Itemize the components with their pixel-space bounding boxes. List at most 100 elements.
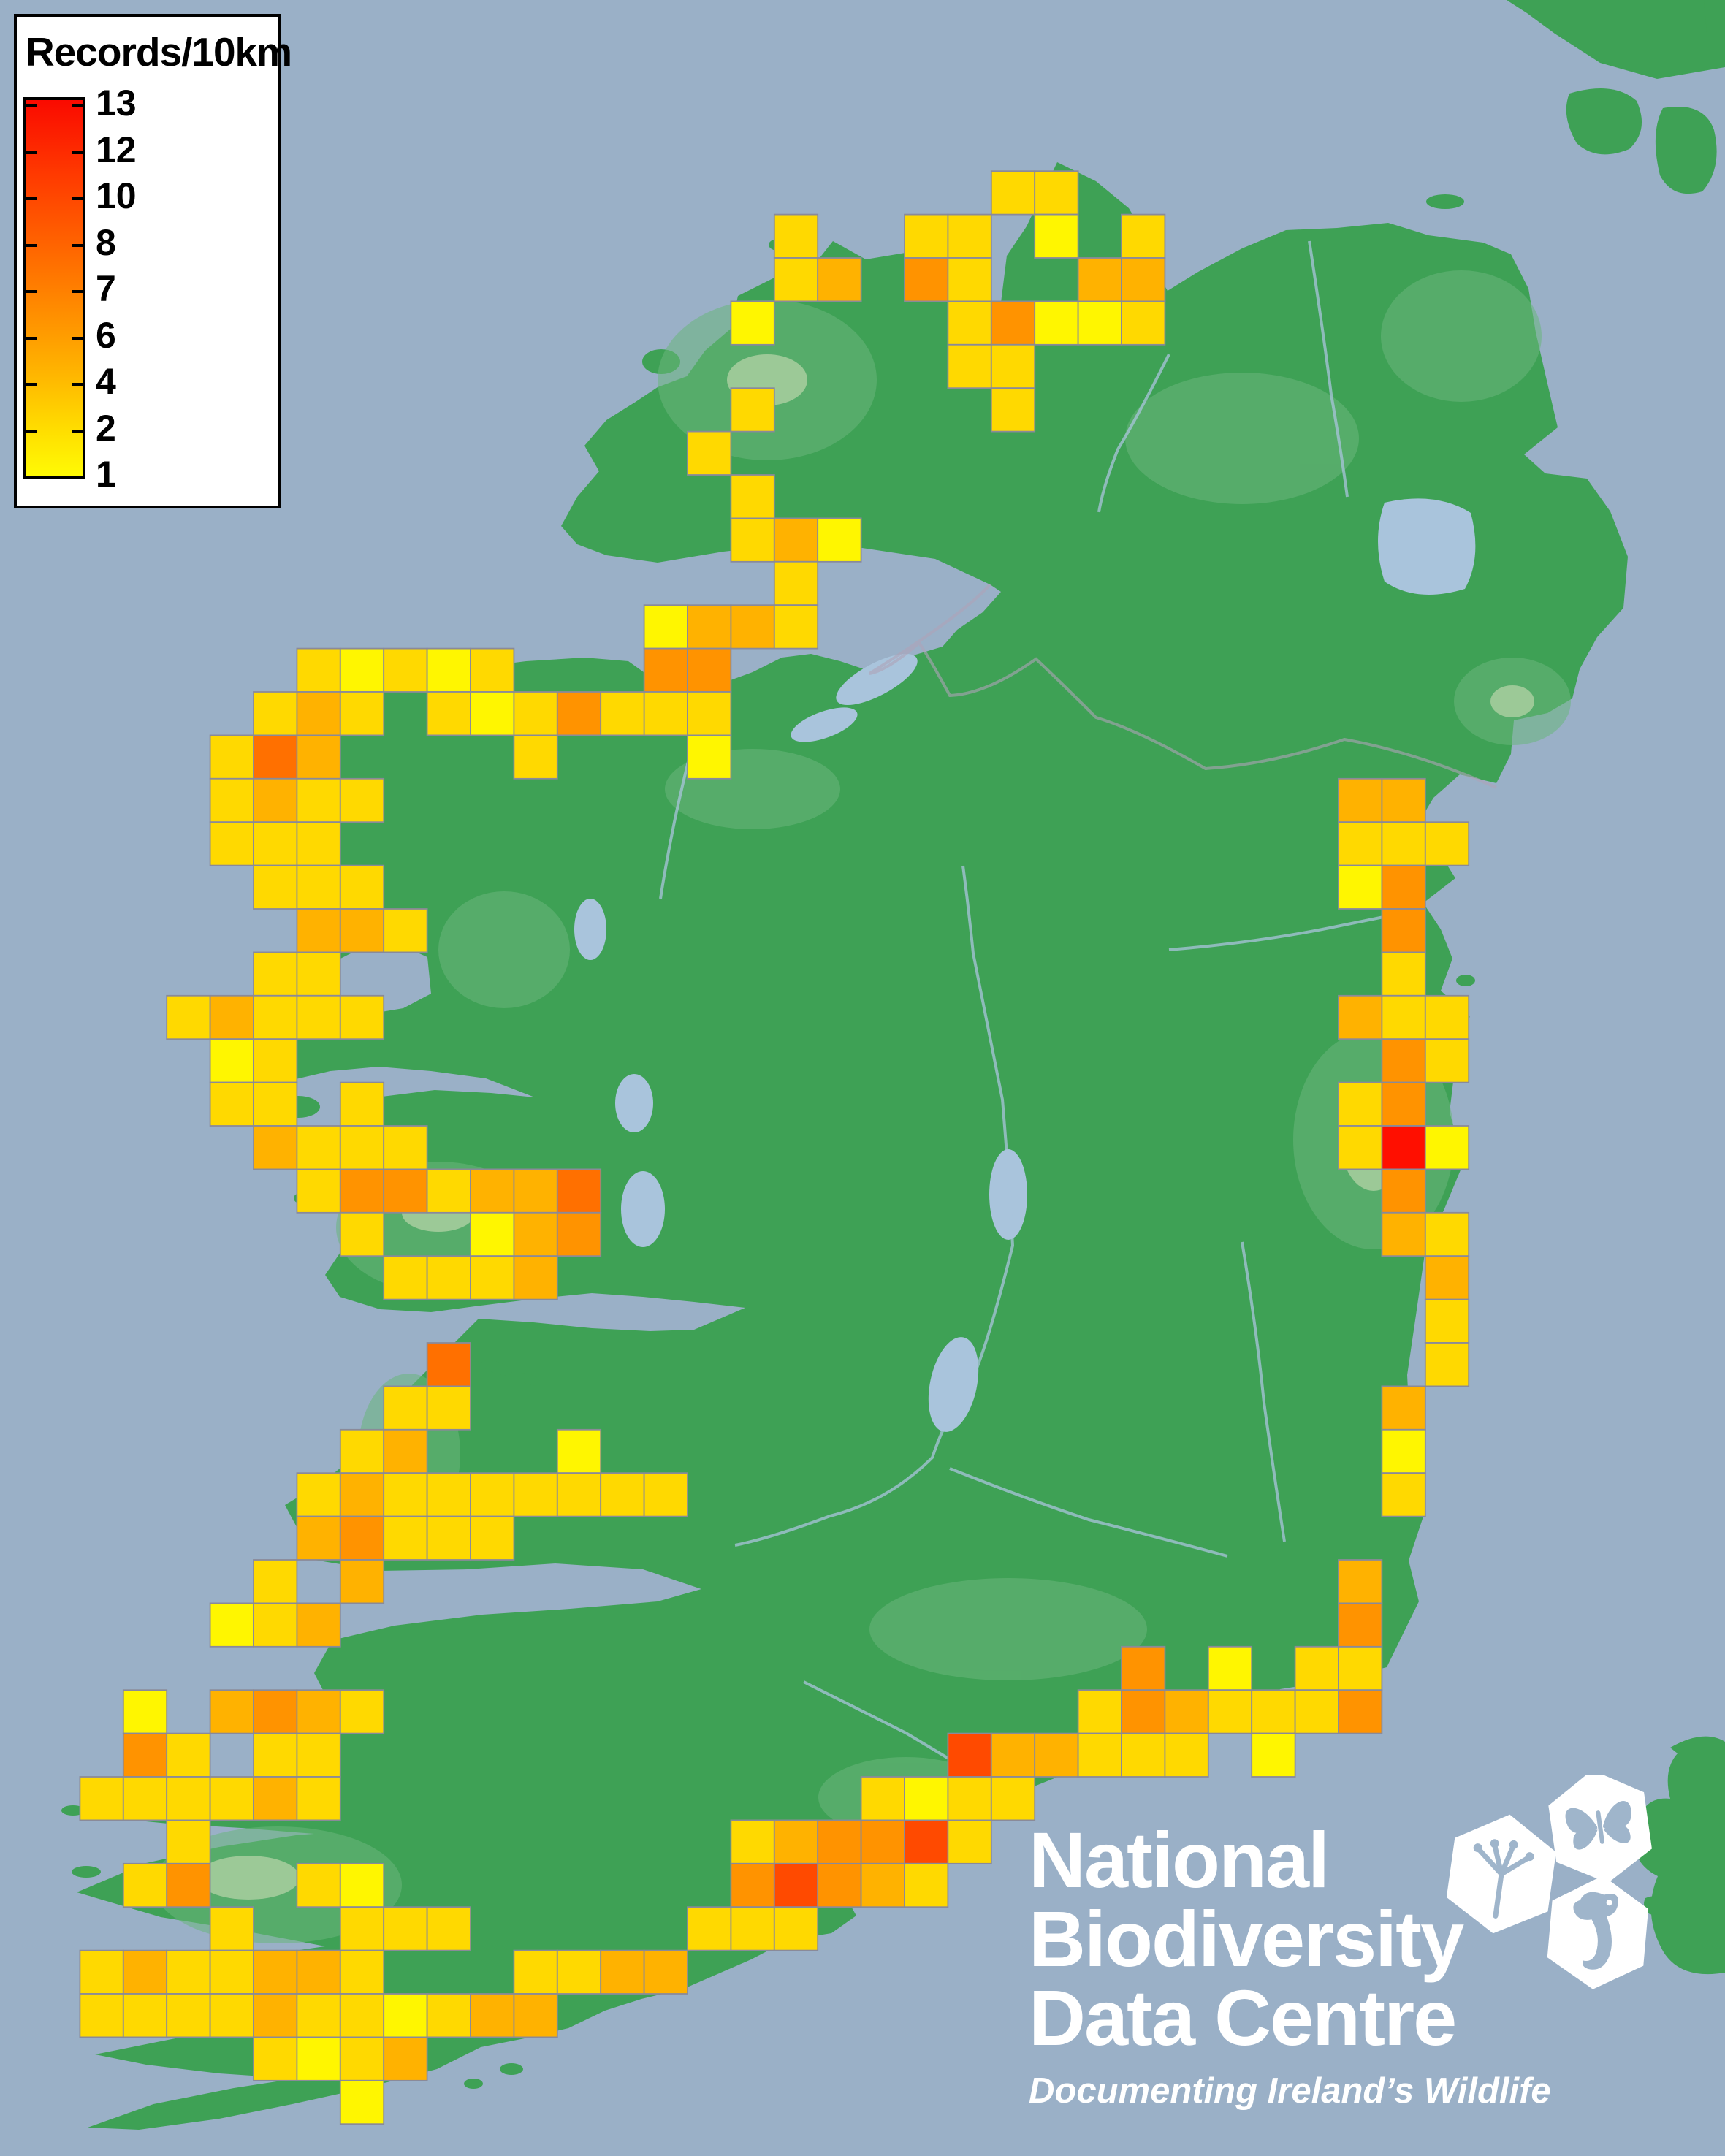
grid-cell[interactable] (1338, 1689, 1383, 1734)
grid-cell[interactable] (1077, 300, 1122, 346)
grid-cell[interactable] (513, 734, 558, 780)
grid-cell[interactable] (253, 2036, 298, 2081)
grid-cell[interactable] (990, 1732, 1036, 1778)
grid-cell[interactable] (122, 1862, 168, 1908)
grid-cell[interactable] (296, 734, 341, 780)
grid-cell[interactable] (296, 777, 341, 823)
grid-cell[interactable] (296, 951, 341, 997)
grid-cell[interactable] (209, 777, 254, 823)
grid-cell[interactable] (730, 1819, 775, 1864)
grid-cell[interactable] (209, 1906, 254, 1951)
grid-cell[interactable] (339, 1168, 385, 1214)
grid-cell[interactable] (643, 1472, 688, 1517)
grid-cell[interactable] (1338, 864, 1383, 910)
grid-cell[interactable] (773, 604, 819, 650)
grid-cell[interactable] (1034, 1732, 1079, 1778)
grid-cell[interactable] (79, 1949, 124, 1995)
grid-cell[interactable] (296, 1949, 341, 1995)
grid-cell[interactable] (1077, 1689, 1122, 1734)
grid-cell[interactable] (1381, 864, 1426, 910)
grid-cell[interactable] (296, 1862, 341, 1908)
grid-cell[interactable] (122, 1732, 168, 1778)
grid-cell[interactable] (860, 1862, 905, 1908)
grid-cell[interactable] (730, 517, 775, 563)
grid-cell[interactable] (426, 1515, 471, 1561)
grid-cell[interactable] (1381, 1038, 1426, 1083)
grid-cell[interactable] (1121, 213, 1166, 259)
grid-cell[interactable] (773, 213, 819, 259)
grid-cell[interactable] (1338, 1559, 1383, 1604)
grid-cell[interactable] (904, 213, 949, 259)
grid-cell[interactable] (556, 1168, 602, 1214)
grid-cell[interactable] (730, 1906, 775, 1951)
grid-cell[interactable] (470, 1472, 515, 1517)
grid-cell[interactable] (339, 864, 385, 910)
grid-cell[interactable] (426, 1342, 471, 1387)
grid-cell[interactable] (817, 257, 862, 302)
grid-cell[interactable] (296, 994, 341, 1040)
grid-cell[interactable] (1338, 1081, 1383, 1127)
grid-cell[interactable] (643, 604, 688, 650)
grid-cell[interactable] (947, 1776, 992, 1821)
grid-cell[interactable] (426, 1906, 471, 1951)
grid-cell[interactable] (122, 1993, 168, 2038)
grid-cell[interactable] (556, 691, 602, 736)
grid-cell[interactable] (1381, 1125, 1426, 1170)
grid-cell[interactable] (339, 691, 385, 736)
grid-cell[interactable] (513, 1472, 558, 1517)
grid-cell[interactable] (1424, 1211, 1470, 1257)
grid-cell[interactable] (1077, 257, 1122, 302)
grid-cell[interactable] (296, 1515, 341, 1561)
grid-cell[interactable] (339, 1211, 385, 1257)
grid-cell[interactable] (253, 734, 298, 780)
grid-cell[interactable] (1164, 1689, 1209, 1734)
grid-cell[interactable] (426, 1993, 471, 2038)
grid-cell[interactable] (296, 1689, 341, 1734)
grid-cell[interactable] (773, 257, 819, 302)
grid-cell[interactable] (426, 1472, 471, 1517)
grid-cell[interactable] (253, 1602, 298, 1648)
grid-cell[interactable] (383, 1168, 428, 1214)
grid-cell[interactable] (947, 1819, 992, 1864)
grid-cell[interactable] (1424, 1298, 1470, 1344)
grid-cell[interactable] (166, 1732, 211, 1778)
grid-cell[interactable] (470, 1255, 515, 1300)
grid-cell[interactable] (730, 604, 775, 650)
grid-cell[interactable] (947, 213, 992, 259)
grid-cell[interactable] (773, 1906, 819, 1951)
grid-cell[interactable] (556, 1211, 602, 1257)
grid-cell[interactable] (1077, 1732, 1122, 1778)
grid-cell[interactable] (296, 647, 341, 693)
grid-cell[interactable] (209, 1776, 254, 1821)
grid-cell[interactable] (1207, 1645, 1253, 1691)
grid-cell[interactable] (1121, 257, 1166, 302)
grid-cell[interactable] (209, 1602, 254, 1648)
grid-cell[interactable] (773, 560, 819, 606)
grid-cell[interactable] (687, 647, 732, 693)
grid-cell[interactable] (947, 257, 992, 302)
grid-cell[interactable] (253, 1732, 298, 1778)
grid-cell[interactable] (209, 821, 254, 866)
grid-cell[interactable] (253, 1949, 298, 1995)
grid-cell[interactable] (339, 1081, 385, 1127)
grid-cell[interactable] (556, 1949, 602, 1995)
grid-cell[interactable] (947, 300, 992, 346)
grid-cell[interactable] (253, 821, 298, 866)
grid-cell[interactable] (339, 2036, 385, 2081)
grid-cell[interactable] (253, 864, 298, 910)
grid-cell[interactable] (339, 1689, 385, 1734)
grid-cell[interactable] (773, 1819, 819, 1864)
grid-cell[interactable] (1034, 300, 1079, 346)
grid-cell[interactable] (1338, 821, 1383, 866)
grid-cell[interactable] (166, 1862, 211, 1908)
grid-cell[interactable] (1424, 821, 1470, 866)
grid-cell[interactable] (383, 1255, 428, 1300)
grid-cell[interactable] (1294, 1645, 1339, 1691)
grid-cell[interactable] (296, 1472, 341, 1517)
grid-cell[interactable] (556, 1472, 602, 1517)
grid-cell[interactable] (687, 1906, 732, 1951)
grid-cell[interactable] (1424, 1255, 1470, 1300)
grid-cell[interactable] (600, 691, 645, 736)
grid-cell[interactable] (1381, 1211, 1426, 1257)
grid-cell[interactable] (253, 994, 298, 1040)
